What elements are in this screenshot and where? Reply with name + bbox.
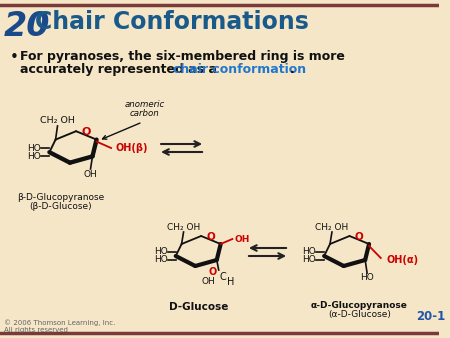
Text: For pyranoses, the six-membered ring is more: For pyranoses, the six-membered ring is … [19, 50, 344, 63]
Text: OH(α): OH(α) [387, 255, 419, 265]
Text: CH₂ OH: CH₂ OH [40, 116, 75, 125]
Text: accurately represented as a: accurately represented as a [19, 63, 221, 76]
Text: HO: HO [302, 256, 316, 265]
Text: HO: HO [360, 273, 374, 283]
Text: OH: OH [84, 170, 97, 179]
Text: C: C [219, 272, 226, 282]
Text: OH(β): OH(β) [115, 143, 148, 153]
Text: HO: HO [154, 256, 168, 265]
Text: O: O [209, 267, 217, 277]
Text: anomeric: anomeric [124, 100, 165, 109]
Text: O: O [355, 232, 364, 242]
Text: HO: HO [302, 247, 316, 257]
Text: CH₂ OH: CH₂ OH [167, 222, 200, 232]
Text: β-D-Glucopyranose: β-D-Glucopyranose [17, 193, 104, 202]
Text: HO: HO [27, 152, 41, 161]
Text: Chair Conformations: Chair Conformations [35, 10, 309, 34]
Text: 20: 20 [4, 10, 50, 43]
Text: O: O [81, 127, 91, 138]
Text: D-Glucose: D-Glucose [168, 302, 228, 312]
Text: OH: OH [201, 277, 215, 287]
Text: HO: HO [27, 144, 41, 153]
Text: α-D-Glucopyranose: α-D-Glucopyranose [311, 301, 408, 310]
Text: 20-1: 20-1 [416, 311, 445, 323]
Text: (β-D-Glucose): (β-D-Glucose) [29, 202, 92, 211]
Text: HO: HO [154, 247, 168, 257]
Text: H: H [227, 277, 234, 287]
Text: O: O [207, 232, 215, 242]
Text: OH: OH [234, 235, 250, 243]
Text: carbon: carbon [130, 109, 159, 118]
Text: •: • [10, 50, 18, 65]
Text: (α-D-Glucose): (α-D-Glucose) [328, 310, 391, 319]
Text: chair conformation: chair conformation [173, 63, 306, 76]
Text: .: . [290, 63, 295, 76]
Text: CH₂ OH: CH₂ OH [315, 222, 349, 232]
Text: © 2006 Thomson Learning, Inc.
All rights reserved: © 2006 Thomson Learning, Inc. All rights… [4, 319, 115, 333]
